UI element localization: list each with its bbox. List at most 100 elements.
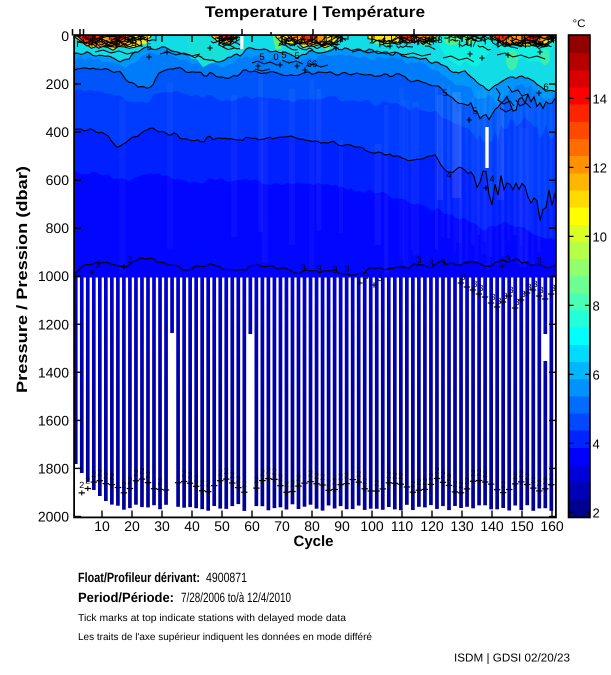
svg-text:66: 66 <box>307 59 318 70</box>
svg-text:2: 2 <box>182 469 187 479</box>
svg-text:2: 2 <box>254 475 259 485</box>
svg-text:4: 4 <box>489 174 494 185</box>
svg-text:4: 4 <box>446 170 451 181</box>
svg-text:2: 2 <box>398 471 403 481</box>
svg-text:1600: 1600 <box>38 412 69 428</box>
svg-text:2: 2 <box>434 466 439 476</box>
svg-text:2: 2 <box>344 471 349 481</box>
svg-text:2: 2 <box>320 472 325 482</box>
svg-text:140: 140 <box>480 518 504 534</box>
svg-text:90: 90 <box>334 518 350 534</box>
svg-text:3: 3 <box>416 255 421 266</box>
svg-text:3: 3 <box>300 263 305 274</box>
svg-text:2: 2 <box>446 472 451 482</box>
svg-text:3: 3 <box>127 255 132 266</box>
svg-text:Les traits de l'axe supérieur: Les traits de l'axe supérieur indiquent … <box>78 632 372 643</box>
svg-text:2: 2 <box>103 471 108 481</box>
svg-text:40: 40 <box>184 518 200 534</box>
svg-text:3: 3 <box>478 283 483 293</box>
svg-text:ISDM | GDSI 02/20/23: ISDM | GDSI 02/20/23 <box>454 653 570 665</box>
svg-text:2: 2 <box>356 469 361 479</box>
svg-text:110: 110 <box>391 518 414 534</box>
svg-text:2: 2 <box>513 471 518 481</box>
svg-text:2: 2 <box>139 466 144 476</box>
svg-text:2: 2 <box>260 468 265 478</box>
svg-text:7: 7 <box>471 39 476 50</box>
svg-text:2: 2 <box>392 470 397 480</box>
svg-text:400: 400 <box>46 124 70 140</box>
svg-text:20: 20 <box>124 518 140 534</box>
svg-text:3: 3 <box>505 254 510 265</box>
svg-text:3: 3 <box>332 265 337 276</box>
svg-text:5: 5 <box>259 52 264 63</box>
svg-text:2: 2 <box>278 473 283 483</box>
svg-text:5: 5 <box>146 42 151 53</box>
svg-text:3: 3 <box>344 264 349 275</box>
svg-text:2: 2 <box>218 468 223 478</box>
svg-text:2: 2 <box>543 476 548 486</box>
svg-text:2: 2 <box>362 476 367 486</box>
svg-text:10: 10 <box>94 518 110 534</box>
svg-text:3: 3 <box>440 258 445 269</box>
svg-text:5: 5 <box>472 106 477 117</box>
svg-text:3: 3 <box>527 282 532 292</box>
svg-text:10: 10 <box>593 229 607 244</box>
svg-text:6: 6 <box>543 82 548 93</box>
svg-text:1400: 1400 <box>38 364 69 380</box>
svg-text:2: 2 <box>284 479 289 489</box>
svg-text:2: 2 <box>266 466 271 476</box>
svg-text:2: 2 <box>314 471 319 481</box>
svg-text:2: 2 <box>458 480 463 490</box>
svg-text:2: 2 <box>272 466 277 476</box>
svg-text:2: 2 <box>133 468 138 478</box>
svg-text:2: 2 <box>338 472 343 482</box>
svg-text:2: 2 <box>242 479 247 489</box>
svg-text:2: 2 <box>410 479 415 489</box>
svg-text:2: 2 <box>236 475 241 485</box>
svg-text:60: 60 <box>244 518 260 534</box>
svg-text:2: 2 <box>549 472 554 482</box>
svg-text:2: 2 <box>97 468 102 478</box>
svg-text:2: 2 <box>308 469 313 479</box>
svg-text:4: 4 <box>593 436 600 451</box>
svg-text:2: 2 <box>127 476 132 486</box>
svg-text:Cycle: Cycle <box>293 533 333 550</box>
svg-text:°C: °C <box>573 18 586 30</box>
svg-text:3: 3 <box>377 273 382 284</box>
svg-text:200: 200 <box>46 76 70 92</box>
svg-text:2: 2 <box>428 471 433 481</box>
svg-text:3: 3 <box>515 297 520 307</box>
svg-text:12: 12 <box>593 160 607 175</box>
svg-text:2: 2 <box>483 469 488 479</box>
svg-text:3: 3 <box>316 264 321 275</box>
svg-text:2: 2 <box>157 476 162 486</box>
svg-text:800: 800 <box>46 220 70 236</box>
svg-text:2: 2 <box>386 470 391 480</box>
svg-text:1200: 1200 <box>38 316 69 332</box>
svg-text:0: 0 <box>273 52 278 63</box>
svg-text:0: 0 <box>61 28 69 44</box>
svg-text:2000: 2000 <box>38 509 69 525</box>
svg-text:2: 2 <box>188 470 193 480</box>
svg-text:80: 80 <box>304 518 320 534</box>
svg-text:2: 2 <box>85 476 90 486</box>
svg-text:2: 2 <box>464 476 469 486</box>
svg-text:8: 8 <box>593 298 600 313</box>
svg-text:2: 2 <box>326 477 331 487</box>
svg-text:7/28/2006 to/à 12/4/2010: 7/28/2006 to/à 12/4/2010 <box>181 590 291 605</box>
svg-text:2: 2 <box>501 480 506 490</box>
svg-text:2: 2 <box>230 470 235 480</box>
svg-text:3: 3 <box>536 256 541 267</box>
svg-text:2: 2 <box>471 468 476 478</box>
svg-text:6: 6 <box>593 367 600 382</box>
svg-text:14: 14 <box>593 91 607 106</box>
svg-text:Tick marks at top indicate sta: Tick marks at top indicate stations with… <box>78 613 346 624</box>
svg-text:2: 2 <box>416 477 421 487</box>
svg-text:3: 3 <box>428 258 433 269</box>
svg-text:100: 100 <box>360 518 384 534</box>
svg-text:2: 2 <box>224 466 229 476</box>
svg-text:8: 8 <box>437 35 442 46</box>
svg-text:2: 2 <box>206 479 211 489</box>
svg-text:2: 2 <box>525 472 530 482</box>
svg-text:2: 2 <box>519 469 524 479</box>
